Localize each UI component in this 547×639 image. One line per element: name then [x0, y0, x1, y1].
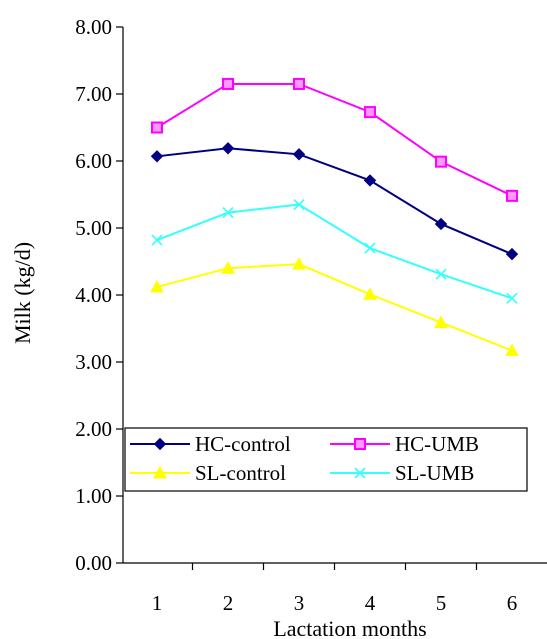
series-line-sl-umb — [156, 203, 513, 300]
x-tick-label: 3 — [294, 591, 305, 615]
data-point-sl-umb — [293, 198, 305, 211]
series-line-sl-control — [156, 263, 513, 352]
y-tick-label: 6.00 — [75, 149, 112, 173]
legend-marker — [153, 465, 167, 479]
legend-label: HC-control — [195, 432, 291, 456]
data-point-hc-control — [363, 174, 377, 187]
data-point-hc-umb — [506, 189, 518, 202]
legend-label: SL-control — [195, 461, 286, 485]
legend-marker — [354, 438, 366, 450]
data-point-sl-control — [363, 287, 377, 300]
data-point-hc-umb — [151, 121, 163, 134]
y-tick-label: 1.00 — [75, 484, 112, 508]
data-point-hc-control — [221, 142, 235, 155]
data-point-hc-umb — [364, 106, 376, 119]
data-point-sl-control — [150, 279, 164, 293]
data-point-sl-control — [221, 261, 235, 274]
data-point-sl-umb — [222, 207, 234, 219]
x-axis-label: Lactation months — [273, 616, 426, 639]
x-tick-label: 4 — [365, 591, 376, 615]
data-point-sl-control — [292, 257, 306, 270]
legend-label: HC-UMB — [395, 432, 479, 456]
data-point-hc-umb — [293, 77, 305, 90]
data-point-sl-umb — [506, 292, 518, 304]
legend-marker — [354, 467, 366, 479]
data-point-hc-umb — [222, 77, 234, 90]
data-point-sl-umb — [364, 242, 376, 254]
x-tick-label: 1 — [152, 591, 163, 615]
series-line-hc-control — [156, 147, 513, 256]
data-point-hc-control — [150, 150, 164, 163]
x-tick-label: 5 — [436, 591, 447, 615]
data-point-sl-umb — [151, 234, 163, 246]
legend-marker — [153, 437, 167, 451]
data-point-hc-control — [292, 148, 306, 161]
y-tick-label: 2.00 — [75, 417, 112, 441]
legend-box — [124, 427, 528, 492]
y-tick-label: 4.00 — [75, 283, 112, 307]
y-tick-label: 7.00 — [75, 82, 112, 106]
y-tick-label: 3.00 — [75, 350, 112, 374]
data-point-hc-umb — [435, 155, 447, 168]
x-tick-label: 2 — [223, 591, 234, 615]
data-point-sl-umb — [435, 268, 447, 280]
y-tick-label: 8.00 — [75, 15, 112, 39]
x-tick-label: 6 — [507, 591, 518, 615]
data-point-hc-control — [434, 217, 448, 231]
data-point-sl-control — [434, 315, 448, 328]
legend-label: SL-UMB — [395, 461, 474, 485]
data-point-sl-control — [505, 343, 519, 357]
y-tick-label: 5.00 — [75, 216, 112, 240]
y-tick-label: 0.00 — [75, 551, 112, 575]
series-line-hc-umb — [156, 82, 513, 197]
y-axis-label: Milk (kg/d) — [10, 242, 35, 344]
data-point-hc-control — [505, 247, 519, 261]
